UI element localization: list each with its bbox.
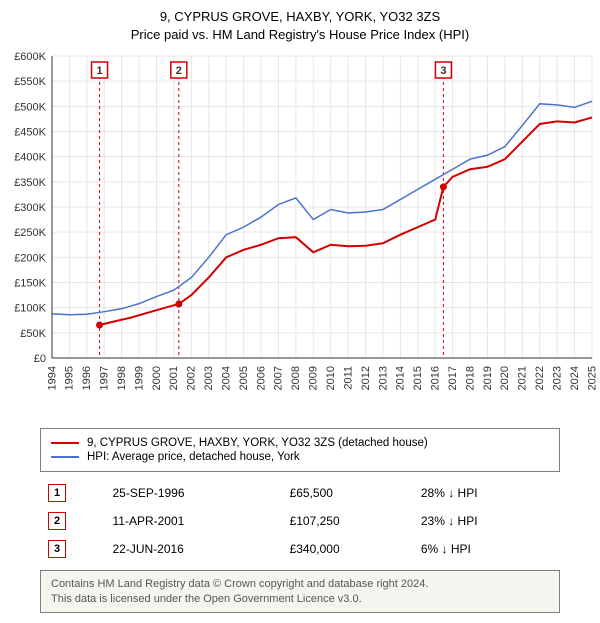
x-tick-label: 2025 <box>586 366 598 390</box>
footer: Contains HM Land Registry data © Crown c… <box>40 570 560 613</box>
legend-label-hpi: HPI: Average price, detached house, York <box>87 451 300 463</box>
x-tick-label: 2005 <box>238 366 250 390</box>
x-tick-label: 2003 <box>203 366 215 390</box>
y-tick-label: £450K <box>14 127 46 139</box>
marker-badge: 2 <box>48 512 66 530</box>
y-tick-label: £50K <box>20 328 46 340</box>
x-tick-label: 2002 <box>186 366 198 390</box>
x-tick-label: 2009 <box>308 366 320 390</box>
y-tick-label: £550K <box>14 77 46 89</box>
page-root: 9, CYPRUS GROVE, HAXBY, YORK, YO32 3ZS P… <box>0 0 600 613</box>
x-tick-label: 2004 <box>220 366 232 390</box>
marker-date: 11-APR-2001 <box>106 508 281 534</box>
marker-table: 1 25-SEP-1996£65,50028% ↓ HPI 2 11-APR-2001… <box>40 478 560 564</box>
x-tick-label: 1998 <box>116 366 128 390</box>
marker-price: £340,000 <box>284 536 413 562</box>
y-tick-label: £350K <box>14 177 46 189</box>
marker-price: £107,250 <box>284 508 413 534</box>
y-tick-label: £0 <box>34 353 46 365</box>
marker-badge-num: 3 <box>440 65 446 77</box>
x-tick-label: 2013 <box>377 366 389 390</box>
x-tick-label: 2018 <box>464 366 476 390</box>
legend-item-price: 9, CYPRUS GROVE, HAXBY, YORK, YO32 3ZS (… <box>51 437 549 449</box>
chart-svg: £0 £50K £100K £150K £200K £250K £300K £350K £400… <box>0 48 600 428</box>
marker-dot <box>96 322 103 329</box>
y-tick-label: £250K <box>14 228 46 240</box>
x-tick-label: 2014 <box>395 366 407 390</box>
marker-badge-num: 2 <box>176 65 182 77</box>
x-tick-label: 1997 <box>99 366 111 390</box>
x-tick-label: 2010 <box>325 366 337 390</box>
x-tick-label: 2000 <box>151 366 163 390</box>
y-tick-label: £500K <box>14 102 46 114</box>
x-tick-label: 2016 <box>430 366 442 390</box>
x-tick-label: 1995 <box>64 366 76 390</box>
marker-row: 2 11-APR-2001£107,25023% ↓ HPI <box>42 508 558 534</box>
legend-item-hpi: HPI: Average price, detached house, York <box>51 451 549 463</box>
legend-swatch-hpi <box>51 456 79 458</box>
title-block: 9, CYPRUS GROVE, HAXBY, YORK, YO32 3ZS P… <box>0 0 600 48</box>
footer-line-2: This data is licensed under the Open Gov… <box>51 592 549 606</box>
marker-price: £65,500 <box>284 480 413 506</box>
y-tick-label: £600K <box>14 51 46 63</box>
legend: 9, CYPRUS GROVE, HAXBY, YORK, YO32 3ZS (… <box>40 428 560 472</box>
x-tick-label: 2001 <box>168 366 180 390</box>
marker-dot <box>440 184 447 191</box>
chart: £0 £50K £100K £150K £200K £250K £300K £350K £400… <box>0 48 600 428</box>
y-tick-label: £400K <box>14 152 46 164</box>
marker-date: 25-SEP-1996 <box>106 480 281 506</box>
y-tick-label: £100K <box>14 303 46 315</box>
x-tick-label: 2008 <box>290 366 302 390</box>
legend-swatch-price <box>51 442 79 444</box>
x-tick-label: 2017 <box>447 366 459 390</box>
legend-label-price: 9, CYPRUS GROVE, HAXBY, YORK, YO32 3ZS (… <box>87 437 428 449</box>
marker-delta: 28% ↓ HPI <box>415 480 558 506</box>
marker-row: 3 22-JUN-2016£340,0006% ↓ HPI <box>42 536 558 562</box>
x-tick-label: 2011 <box>342 366 354 390</box>
marker-dot <box>175 301 182 308</box>
x-tick-label: 2020 <box>499 366 511 390</box>
marker-delta: 23% ↓ HPI <box>415 508 558 534</box>
marker-delta: 6% ↓ HPI <box>415 536 558 562</box>
x-tick-label: 2021 <box>517 366 529 390</box>
x-tick-label: 2007 <box>273 366 285 390</box>
marker-badge: 3 <box>48 540 66 558</box>
x-tick-label: 2015 <box>412 366 424 390</box>
x-tick-label: 2019 <box>482 366 494 390</box>
y-tick-label: £200K <box>14 253 46 265</box>
x-tick-label: 2022 <box>534 366 546 390</box>
y-tick-label: £150K <box>14 278 46 290</box>
marker-date: 22-JUN-2016 <box>106 536 281 562</box>
x-tick-label: 2023 <box>551 366 563 390</box>
x-tick-label: 2024 <box>569 366 581 390</box>
y-tick-label: £300K <box>14 202 46 214</box>
title-line-1: 9, CYPRUS GROVE, HAXBY, YORK, YO32 3ZS <box>0 8 600 26</box>
x-tick-label: 1999 <box>133 366 145 390</box>
x-tick-label: 1994 <box>46 366 58 390</box>
x-tick-label: 2006 <box>255 366 267 390</box>
x-tick-label: 2012 <box>360 366 372 390</box>
title-line-2: Price paid vs. HM Land Registry's House … <box>0 26 600 44</box>
marker-badge-num: 1 <box>96 65 102 77</box>
x-tick-label: 1996 <box>81 366 93 390</box>
marker-badge: 1 <box>48 484 66 502</box>
marker-row: 1 25-SEP-1996£65,50028% ↓ HPI <box>42 480 558 506</box>
